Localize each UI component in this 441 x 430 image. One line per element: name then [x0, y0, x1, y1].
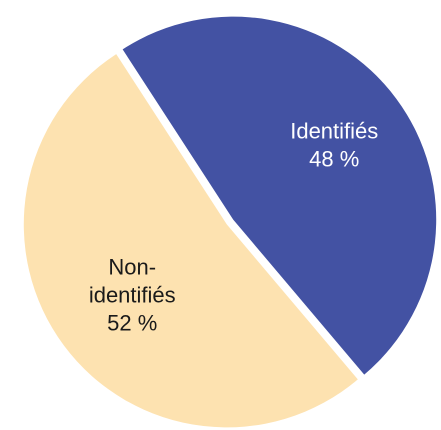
pie-slice-non-identifies — [23, 54, 358, 428]
slice-label-non-identifies: Non-identifiés 52 % — [89, 254, 176, 335]
slice-value-label: 52 % — [107, 310, 157, 335]
slice-value-label: 48 % — [309, 146, 359, 171]
slice-name-label: Non- — [108, 254, 156, 279]
slice-name-label: Identifiés — [290, 118, 378, 143]
pie-slice-identifies — [122, 16, 437, 375]
slice-name-label: identifiés — [89, 282, 176, 307]
slice-label-identifies: Identifiés 48 % — [290, 118, 378, 171]
